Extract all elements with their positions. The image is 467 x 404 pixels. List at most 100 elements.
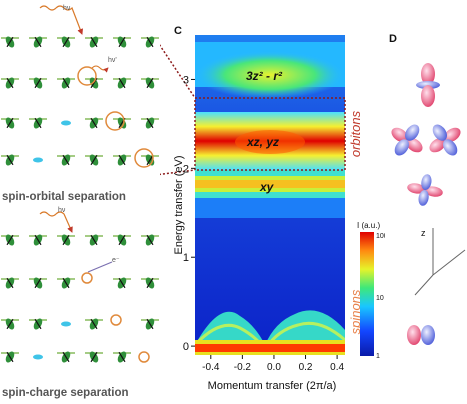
spin-site — [29, 234, 47, 246]
spin-site — [113, 36, 131, 48]
y-axis: 0 1 2 3 — [183, 74, 195, 353]
y-tick-label: 0 — [183, 341, 189, 353]
orbital-panel: D z — [389, 33, 466, 345]
orbiton-circle — [77, 66, 97, 86]
incoming-photon-wave — [39, 5, 84, 35]
spin-site — [1, 351, 19, 363]
y-axis-label: Energy transfer (eV) — [173, 155, 185, 254]
spin-site — [1, 318, 19, 330]
orbiton-circle — [105, 111, 125, 131]
electron-label: e⁻ — [112, 257, 120, 264]
spin-site — [113, 351, 131, 363]
photon-in-label: hν — [63, 5, 71, 12]
spin-site — [85, 351, 103, 363]
spinon-site — [61, 321, 71, 327]
heatmap-image — [195, 35, 345, 355]
spin-site — [113, 277, 131, 289]
spin-site — [141, 77, 159, 89]
photon-out-label: hν' — [108, 57, 117, 64]
rixs-panel: C 3z² - r² xz, yz xy 0 1 2 3 -0.4 -0.2 0.0 0.2… — [160, 25, 385, 392]
spinon-site — [33, 157, 43, 163]
spin-charge-lattice — [1, 234, 159, 363]
colorbar-tick: 10 — [376, 295, 384, 302]
spin-site — [57, 234, 75, 246]
spin-site — [1, 117, 19, 129]
orbital-3z2-r2 — [416, 63, 440, 107]
axis-z-label: z — [421, 228, 426, 238]
spin-site — [1, 36, 19, 48]
orbiton-circle — [134, 148, 154, 168]
orbital-yz — [429, 124, 461, 156]
y-tick-label: 2 — [183, 163, 189, 175]
spin-site — [85, 36, 103, 48]
spin-orbital-lattice — [1, 36, 159, 166]
y-tick-label: 3 — [183, 74, 189, 86]
zoom-line-bottom — [160, 169, 196, 176]
x-tick-label: 0.2 — [299, 362, 313, 373]
spinon-site — [33, 354, 43, 360]
holon-circle — [110, 314, 122, 326]
spin-site — [29, 117, 47, 129]
spin-site — [1, 154, 19, 166]
spin-site — [57, 36, 75, 48]
panel-d-letter: D — [389, 33, 397, 45]
spin-site — [29, 318, 47, 330]
spin-site — [141, 318, 159, 330]
separation-schematic: hν hν' spin-orbital separation hν e⁻ spi… — [1, 5, 159, 399]
x-tick-label: -0.2 — [234, 362, 252, 373]
panel-c-letter: C — [174, 25, 182, 37]
orbiton-region-box — [194, 97, 346, 171]
spin-site — [85, 117, 103, 129]
spin-site — [85, 318, 103, 330]
x-tick-label: 0.4 — [330, 362, 344, 373]
x-tick-label: 0.0 — [267, 362, 281, 373]
spin-site — [141, 234, 159, 246]
caption-spin-orbital: spin-orbital separation — [2, 191, 126, 203]
spin-site — [1, 77, 19, 89]
colorbar-label: I (a.u.) — [357, 221, 380, 230]
colorbar-tick: 100 — [376, 233, 385, 240]
band-label-top: 3z² - r² — [246, 69, 283, 83]
orbital-xz — [391, 124, 423, 156]
spin-site — [57, 351, 75, 363]
orbitons-label: orbitons — [348, 110, 363, 157]
x-axis-label: Momentum transfer (2π/a) — [208, 380, 337, 392]
spin-site — [1, 234, 19, 246]
spin-site — [113, 234, 131, 246]
incoming-photon-wave-2 — [39, 211, 73, 233]
caption-spin-charge: spin-charge separation — [2, 387, 129, 399]
spin-site — [85, 154, 103, 166]
band-label-middle: xz, yz — [246, 135, 279, 149]
x-tick-label: -0.4 — [202, 362, 220, 373]
spin-site — [141, 36, 159, 48]
y-tick-label: 1 — [183, 252, 189, 264]
spin-site — [1, 277, 19, 289]
outgoing-photon-wave — [91, 65, 109, 73]
spin-site — [113, 117, 131, 129]
photon-in-label-2: hν — [58, 207, 66, 214]
band-label-lower: xy — [259, 180, 275, 194]
spin-site — [113, 77, 131, 89]
colorbar-tick: 1 — [376, 353, 380, 360]
holon-circle — [138, 351, 150, 363]
spin-site — [113, 154, 131, 166]
x-axis: -0.4 -0.2 0.0 0.2 0.4 — [202, 355, 344, 373]
zoom-line-top — [160, 44, 196, 99]
holon-circle — [81, 272, 93, 284]
orbital-bottom — [407, 325, 435, 345]
electron-arrow — [87, 261, 113, 273]
spin-site — [57, 154, 75, 166]
spinons-label: spinons — [348, 289, 363, 334]
spin-site — [141, 277, 159, 289]
colorbar — [360, 232, 374, 356]
spin-site — [85, 234, 103, 246]
spin-site — [29, 77, 47, 89]
orbital-xy — [407, 174, 443, 206]
spin-site — [57, 77, 75, 89]
coordinate-axes: z — [414, 228, 466, 296]
spin-site — [29, 36, 47, 48]
spin-site — [141, 117, 159, 129]
spin-site — [85, 77, 103, 89]
spin-site — [57, 277, 75, 289]
spinon-site — [61, 120, 71, 126]
